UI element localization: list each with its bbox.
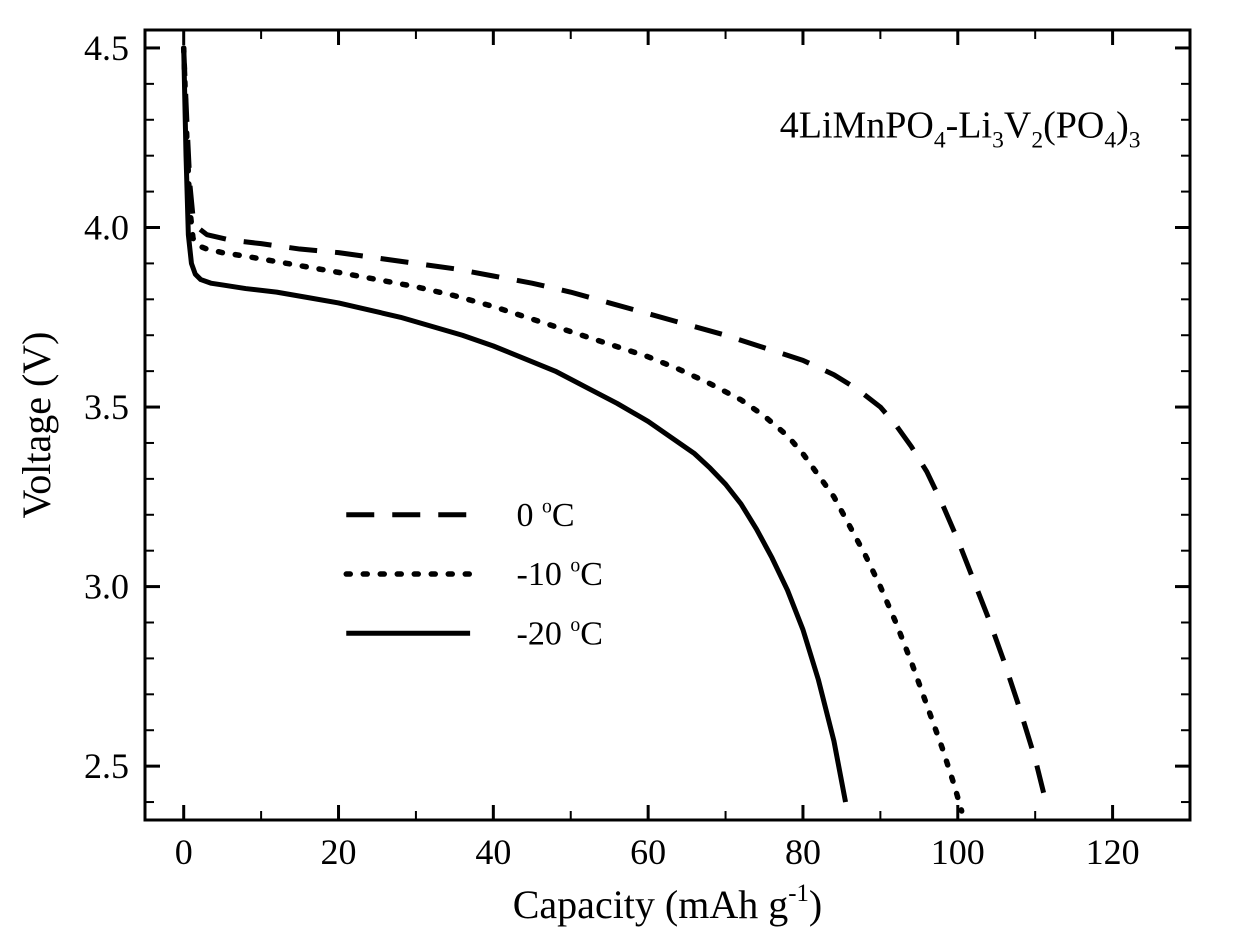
svg-text:0: 0 bbox=[175, 832, 193, 872]
chart-svg: 0 20 40 60 80 100 120 2.5 3.0 3.5 4.0 4.5 Voltage (V… bbox=[0, 0, 1239, 928]
svg-text:Voltage (V): Voltage (V) bbox=[14, 332, 59, 519]
legend-label: -10 oC bbox=[517, 555, 603, 594]
svg-text:40: 40 bbox=[475, 832, 511, 872]
svg-text:80: 80 bbox=[785, 832, 821, 872]
svg-text:3.5: 3.5 bbox=[84, 387, 129, 427]
svg-text:60: 60 bbox=[630, 832, 666, 872]
svg-text:4.5: 4.5 bbox=[84, 28, 129, 68]
svg-text:120: 120 bbox=[1086, 832, 1140, 872]
svg-text:20: 20 bbox=[321, 832, 357, 872]
svg-text:4.0: 4.0 bbox=[84, 208, 129, 248]
chart-title: 4LiMnPO4-Li3V2(PO4)3 bbox=[780, 105, 1141, 154]
svg-text:2.5: 2.5 bbox=[84, 746, 129, 786]
svg-text:100: 100 bbox=[931, 832, 985, 872]
svg-text:Capacity (mAh g-1): Capacity (mAh g-1) bbox=[513, 880, 822, 927]
legend-label: -20 oC bbox=[517, 614, 603, 653]
svg-text:3.0: 3.0 bbox=[84, 567, 129, 607]
chart-container: 0 20 40 60 80 100 120 2.5 3.0 3.5 4.0 4.5 Voltage (V… bbox=[0, 0, 1239, 928]
